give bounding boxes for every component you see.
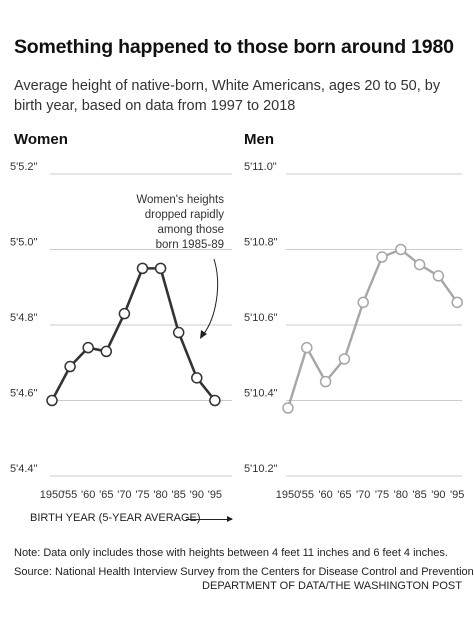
women-height-chart: 5'4.4" 5'4.6" 5'4.8" 5'5.0" 5'5.2" 1950'55 '60… — [10, 161, 232, 501]
women-panel-title: Women — [14, 131, 68, 148]
women-data-point — [172, 326, 185, 339]
women-data-point — [209, 394, 221, 407]
men-y-tick-label: 5'10.6" — [244, 312, 278, 324]
women-y-tick-label: 5'4.8" — [10, 312, 38, 324]
men-data-point — [338, 353, 351, 365]
men-data-point — [376, 251, 388, 263]
women-y-tick-label: 5'4.6" — [10, 388, 38, 400]
annotation-text-line: dropped rapidly — [145, 209, 225, 221]
men-x-tick-label: '70 — [356, 489, 370, 501]
women-y-tick-label: 5'5.2" — [10, 161, 38, 173]
x-axis-title: BIRTH YEAR (5-YEAR AVERAGE) — [30, 512, 201, 524]
men-x-tick-label: '55 — [300, 489, 314, 501]
men-data-point — [432, 270, 445, 282]
women-data-point — [46, 394, 58, 407]
chart-title: Something happened to those born around … — [14, 36, 454, 58]
men-height-chart: 5'10.2"5'10.4"5'10.6"5'10.8"5'11.0"1950 '… — [244, 161, 464, 501]
women-y-tick-label: 5'4.4" — [10, 463, 38, 475]
women-x-tick-label: '60 — [81, 489, 95, 501]
men-x-tick-label: '75 — [375, 489, 389, 501]
women-data-point — [191, 372, 203, 384]
chart-subtitle: Average height of native-born, White Ame… — [14, 78, 441, 114]
x-axis-arrow-icon — [186, 516, 233, 522]
women-data-point — [136, 262, 149, 275]
annotation-arrowhead-icon — [200, 330, 207, 339]
credit-line: DEPARTMENT OF DATA/THE WASHINGTON POST — [202, 580, 462, 592]
men-x-tick-label: '95 — [450, 489, 464, 501]
men-data-point — [319, 375, 332, 388]
men-x-tick-label: 1950 — [276, 489, 300, 501]
women-x-tick-label: '85 — [172, 489, 186, 501]
men-data-point — [282, 402, 294, 414]
women-y-tick-label: 5'5.0" — [10, 237, 38, 249]
men-y-tick-label: 5'11.0" — [244, 161, 277, 173]
women-data-point — [154, 262, 167, 275]
men-data-point — [451, 296, 463, 309]
men-x-tick-label: '65 — [337, 489, 351, 501]
women-x-tick-label: '75 — [135, 489, 149, 501]
women-x-tick-label: '65 — [99, 489, 113, 501]
men-x-tick-label: '80 — [394, 489, 408, 501]
women-data-point — [100, 345, 113, 358]
men-y-tick-label: 5'10.4" — [244, 388, 278, 400]
men-series-line — [286, 248, 459, 409]
women-x-tick-label: '70 — [117, 489, 131, 501]
annotation-text-line: born 1985-89 — [156, 239, 224, 251]
men-x-tick-label: '60 — [318, 489, 332, 501]
men-data-point — [357, 296, 369, 309]
women-data-point — [82, 341, 94, 354]
women-annotation: Women's heights dropped rapidly among thos… — [136, 194, 224, 339]
footnote: Note: Data only includes those with heig… — [14, 547, 448, 559]
women-x-tick-label: 1950 — [40, 489, 64, 501]
women-x-tick-label: '80 — [153, 489, 167, 501]
men-data-point — [413, 258, 426, 271]
women-x-tick-label: '55 — [63, 489, 77, 501]
men-x-tick-label: '85 — [412, 489, 426, 501]
annotation-text-line: among those — [158, 224, 225, 236]
women-data-point — [64, 360, 76, 373]
men-y-tick-label: 5'10.2" — [244, 463, 278, 475]
men-y-tick-label: 5'10.8" — [244, 237, 278, 249]
men-data-point — [395, 243, 407, 256]
source-line: Source: National Health Interview Survey… — [14, 566, 474, 578]
annotation-arrow-line — [202, 258, 219, 336]
men-data-point — [301, 341, 313, 354]
women-x-tick-label: '95 — [208, 489, 222, 501]
women-data-point — [118, 307, 131, 320]
women-series-line — [50, 267, 216, 402]
annotation-text-line: Women's heights — [136, 194, 224, 206]
men-panel-title: Men — [244, 131, 274, 148]
women-x-tick-label: '90 — [190, 489, 204, 501]
men-x-tick-label: '90 — [431, 489, 445, 501]
